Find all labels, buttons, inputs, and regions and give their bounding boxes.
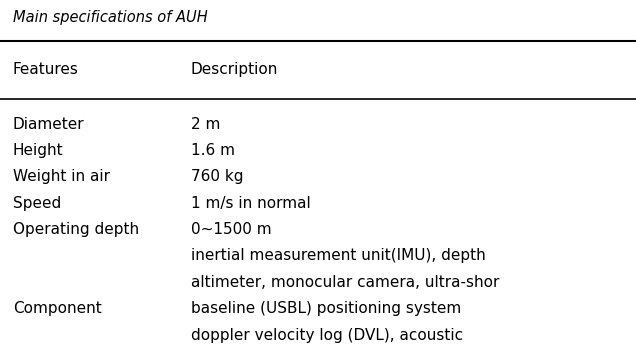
Text: Speed: Speed [13, 196, 61, 211]
Text: Description: Description [191, 62, 278, 77]
Text: inertial measurement unit(IMU), depth: inertial measurement unit(IMU), depth [191, 248, 485, 263]
Text: 2 m: 2 m [191, 117, 220, 131]
Text: Component: Component [13, 301, 102, 316]
Text: baseline (USBL) positioning system: baseline (USBL) positioning system [191, 301, 461, 316]
Text: altimeter, monocular camera, ultra-shor: altimeter, monocular camera, ultra-shor [191, 275, 499, 290]
Text: Diameter: Diameter [13, 117, 85, 131]
Text: 1.6 m: 1.6 m [191, 143, 235, 158]
Text: Height: Height [13, 143, 64, 158]
Text: Features: Features [13, 62, 79, 77]
Text: Operating depth: Operating depth [13, 222, 139, 237]
Text: doppler velocity log (DVL), acoustic: doppler velocity log (DVL), acoustic [191, 328, 463, 343]
Text: 1 m/s in normal: 1 m/s in normal [191, 196, 310, 211]
Text: 760 kg: 760 kg [191, 169, 244, 184]
Text: Main specifications of AUH: Main specifications of AUH [13, 10, 207, 25]
Text: Weight in air: Weight in air [13, 169, 110, 184]
Text: 0~1500 m: 0~1500 m [191, 222, 272, 237]
